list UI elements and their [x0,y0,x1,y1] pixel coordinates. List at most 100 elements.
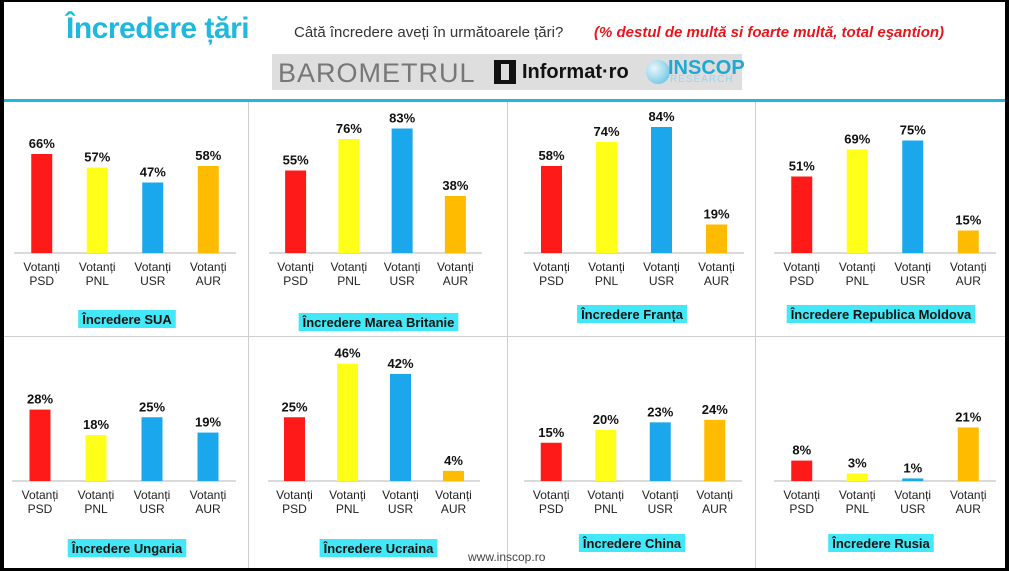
x-tick-label: PSD [789,274,814,288]
data-label: 57% [84,150,110,165]
x-tick-label: Votanți [643,260,680,274]
column-divider [507,102,508,568]
x-tick-label: AUR [195,502,221,516]
x-tick-label: PNL [846,274,870,288]
column-divider [755,102,756,568]
bar [285,170,307,253]
chart-title-highlight [786,305,976,323]
bar [141,417,163,481]
data-label: 15% [538,425,564,440]
x-tick-label: PNL [595,274,619,288]
chart-title: Încredere Rusia [831,536,930,551]
x-tick-label: Votanți [698,260,735,274]
x-tick-label: Votanți [588,260,625,274]
bar [390,373,411,481]
bar [541,166,562,253]
data-label: 1% [903,460,922,475]
x-tick-label: PNL [846,502,870,516]
x-tick-label: AUR [702,502,728,516]
chart-title-highlight [828,534,934,552]
x-tick-label: Votanți [134,260,171,274]
x-tick-label: Votanți [435,488,472,502]
bar [284,417,305,481]
data-label: 58% [538,148,564,163]
inscop-globe-icon [646,60,670,84]
x-tick-label: PSD [539,274,564,288]
top-divider [4,99,1005,102]
x-tick-label: Votanți [384,260,421,274]
data-label: 74% [593,124,619,139]
bar [649,422,671,481]
bar [86,167,108,253]
bar [596,142,617,253]
chart-5: 28%VotanțiPSD18%VotanțiPNL25%VotanțiUSR1… [12,392,236,557]
x-tick-label: PSD [789,502,814,516]
x-tick-label: PNL [86,274,110,288]
x-tick-label: Votanți [331,260,368,274]
bar [197,432,219,481]
data-label: 51% [789,159,815,174]
x-tick-label: AUR [956,274,982,288]
x-tick-label: PNL [84,502,108,516]
bar [791,460,813,481]
barometrul-logo: BAROMETRUL [278,58,476,88]
footer-url: www.inscop.ro [468,550,546,564]
x-tick-label: USR [388,502,414,516]
chart-title-highlight [298,313,459,331]
x-tick-label: PNL [337,274,361,288]
x-tick-label: Votanți [134,488,171,502]
x-tick-label: Votanți [79,260,116,274]
charts-canvas: 66%VotanțiPSD57%VotanțiPNL47%VotanțiUSR5… [12,109,996,557]
x-tick-label: USR [389,274,415,288]
column-divider [248,102,249,568]
data-label: 4% [444,453,463,468]
x-tick-label: Votanți [190,260,227,274]
x-tick-label: PNL [594,502,618,516]
data-label: 83% [389,111,415,126]
informat-i-icon [494,60,516,84]
chart-3: 58%VotanțiPSD74%VotanțiPNL84%VotanțiUSR1… [524,109,744,323]
x-tick-label: USR [649,274,675,288]
bar [846,473,868,481]
data-label: 66% [29,136,55,151]
chart-title-highlight [578,534,686,552]
bar [540,442,562,481]
x-tick-label: Votanți [23,260,60,274]
x-tick-label: Votanți [696,488,733,502]
survey-note: (% destul de multă si foarte multă, tota… [594,24,945,41]
x-tick-label: Votanți [533,488,570,502]
chart-title-highlight [67,539,187,557]
bar [391,128,413,253]
x-tick-label: Votanți [190,488,227,502]
data-label: 21% [955,409,981,424]
chart-title-highlight [319,539,438,557]
x-tick-label: PSD [29,274,54,288]
data-label: 84% [648,109,674,124]
bar [651,127,672,253]
x-tick-label: PSD [283,274,308,288]
bar [443,470,464,481]
bar [595,430,617,481]
data-label: 8% [792,443,811,458]
x-tick-label: AUR [443,274,469,288]
sponsor-logos: BAROMETRUL Informat·ro INSCOP RESEARCH [272,54,745,90]
x-tick-label: USR [139,502,165,516]
data-label: 15% [955,213,981,228]
bar [444,196,466,253]
chart-title-highlight [577,305,687,323]
bar [957,230,979,253]
survey-question: Câtă încredere aveți în următoarele țări… [294,24,564,41]
informat-logo: Informat·ro [522,61,629,83]
data-label: 3% [848,455,867,470]
x-tick-label: Votanți [642,488,679,502]
bar [791,176,813,253]
infographic: Încredere țări Câtă încredere aveți în u… [4,2,1005,568]
x-tick-label: PSD [282,502,307,516]
chart-2: 55%VotanțiPSD76%VotanțiPNL83%VotanțiUSR3… [269,111,482,331]
x-tick-label: PSD [539,502,564,516]
data-label: 47% [140,165,166,180]
x-tick-label: Votanți [533,260,570,274]
data-label: 19% [703,207,729,222]
x-tick-label: AUR [956,502,982,516]
bar [338,139,360,253]
